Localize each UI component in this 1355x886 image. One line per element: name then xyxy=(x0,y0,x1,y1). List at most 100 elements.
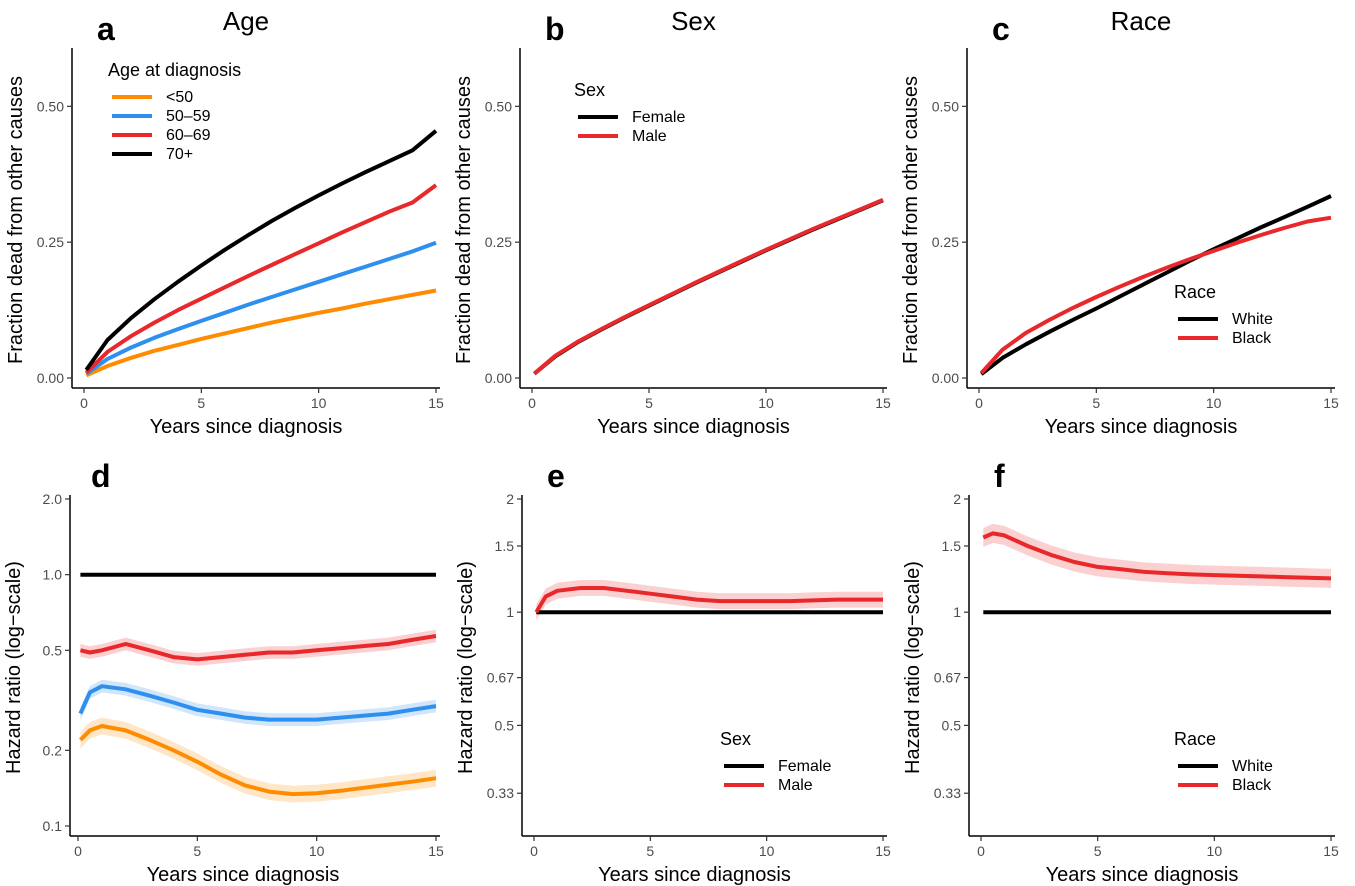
y-tick-label: 2.0 xyxy=(43,491,63,507)
legend-label: Female xyxy=(778,758,831,775)
y-tick-label: 1.5 xyxy=(495,538,515,554)
legend-title: Age at diagnosis xyxy=(108,60,241,80)
x-axis-title: Years since diagnosis xyxy=(1045,416,1238,438)
x-tick-label: 0 xyxy=(975,395,983,411)
x-tick-label: 15 xyxy=(1323,395,1339,411)
x-axis-title: Years since diagnosis xyxy=(598,864,791,886)
legend-label: Male xyxy=(778,777,813,794)
y-axis-title: Hazard ratio (log−scale) xyxy=(902,561,924,774)
x-tick-label: 15 xyxy=(428,843,444,859)
panel-letter: e xyxy=(547,458,565,494)
y-tick-label: 0.25 xyxy=(932,234,959,250)
y-tick-label: 0.33 xyxy=(934,785,961,801)
panel-c: c Race 0.00 0.25 0.50 0 5 10 15 Years since diagn… xyxy=(900,6,1339,438)
x-tick-label: 5 xyxy=(1092,395,1100,411)
y-tick-label: 0.1 xyxy=(43,818,63,834)
y-axis-title: Fraction dead from other causes xyxy=(900,76,922,364)
x-tick-label: 15 xyxy=(428,395,444,411)
x-tick-label: 10 xyxy=(758,395,774,411)
panel-e: e 0.33 0.5 0.67 1 1.5 2 0 5 10 15 Years since diagn… xyxy=(455,458,891,886)
y-axis-title: Hazard ratio (log−scale) xyxy=(455,561,477,774)
x-axis-title: Years since diagnosis xyxy=(1046,864,1239,886)
series-line xyxy=(980,194,1332,376)
panel-letter: a xyxy=(97,11,115,47)
panel-letter: c xyxy=(992,11,1010,47)
legend: Sex Female Male xyxy=(720,729,831,794)
y-tick-label: 0.50 xyxy=(485,98,512,114)
legend-title: Race xyxy=(1174,729,1216,749)
y-tick-label: 0.25 xyxy=(485,234,512,250)
y-axis-title: Hazard ratio (log−scale) xyxy=(3,561,25,774)
y-tick-label: 2 xyxy=(953,491,961,507)
series-line xyxy=(78,684,437,722)
y-tick-label: 0.00 xyxy=(485,370,512,386)
y-tick-label: 0.50 xyxy=(932,98,959,114)
legend-label: Female xyxy=(632,109,685,126)
x-tick-label: 10 xyxy=(759,843,775,859)
x-tick-label: 0 xyxy=(977,843,985,859)
y-tick-label: 0.50 xyxy=(37,98,64,114)
y-tick-label: 0.67 xyxy=(934,670,961,686)
x-tick-label: 15 xyxy=(875,395,891,411)
legend-label: Black xyxy=(1232,330,1272,347)
series-line xyxy=(85,288,437,378)
legend-title: Sex xyxy=(720,729,751,749)
panel-f: f 0.33 0.5 0.67 1 1.5 2 0 5 10 15 Years since diagn… xyxy=(902,458,1339,886)
legend: Sex Female Male xyxy=(574,80,685,145)
y-tick-label: 0.25 xyxy=(37,234,64,250)
y-axis-title: Fraction dead from other causes xyxy=(453,76,475,364)
series-line xyxy=(534,586,883,614)
panel-title: Race xyxy=(1111,6,1172,36)
panel-letter: f xyxy=(994,458,1005,494)
x-axis-title: Years since diagnosis xyxy=(147,864,340,886)
y-tick-label: 2 xyxy=(506,491,514,507)
y-axis-title: Fraction dead from other causes xyxy=(5,76,27,364)
x-tick-label: 10 xyxy=(1207,843,1223,859)
panel-letter: b xyxy=(545,11,565,47)
panel-title: Age xyxy=(223,6,269,36)
legend: Race White Black xyxy=(1174,282,1273,347)
y-tick-label: 1 xyxy=(953,604,961,620)
series-line xyxy=(979,215,1332,375)
x-tick-label: 10 xyxy=(1206,395,1222,411)
legend-label: 60–69 xyxy=(166,127,211,144)
legend: Race White Black xyxy=(1174,729,1273,794)
y-tick-label: 0.33 xyxy=(487,785,514,801)
x-axis-title: Years since diagnosis xyxy=(597,416,790,438)
y-tick-label: 1 xyxy=(506,604,514,620)
confidence-band xyxy=(80,717,437,803)
legend-label: Black xyxy=(1232,777,1272,794)
x-tick-label: 10 xyxy=(311,395,327,411)
x-tick-label: 5 xyxy=(646,843,654,859)
panel-letter: d xyxy=(91,458,111,494)
confidence-band xyxy=(983,523,1331,588)
panel-b: b Sex 0.00 0.25 0.50 0 5 10 15 Years since diagno… xyxy=(453,6,891,438)
y-tick-label: 0.00 xyxy=(37,370,64,386)
legend-label: Male xyxy=(632,128,667,145)
y-tick-label: 0.5 xyxy=(495,717,515,733)
legend-label: White xyxy=(1232,758,1273,775)
y-tick-label: 0.5 xyxy=(43,642,63,658)
series-line xyxy=(982,531,1332,581)
legend: Age at diagnosis <50 50–59 60–69 70+ xyxy=(108,60,241,163)
x-tick-label: 5 xyxy=(197,395,205,411)
y-tick-label: 1.0 xyxy=(43,567,63,583)
x-tick-label: 10 xyxy=(309,843,325,859)
legend-label: White xyxy=(1232,311,1273,328)
y-tick-label: 0.67 xyxy=(487,670,514,686)
legend-label: 50–59 xyxy=(166,108,211,125)
x-tick-label: 5 xyxy=(1094,843,1102,859)
x-axis-title: Years since diagnosis xyxy=(150,416,343,438)
series-line xyxy=(533,197,884,376)
series-line xyxy=(78,724,437,797)
series-line xyxy=(85,240,437,376)
y-tick-label: 0.5 xyxy=(942,717,962,733)
panel-d: d 0.1 0.2 0.5 1.0 2.0 0 5 10 15 Years since diagno… xyxy=(3,458,444,886)
series-line xyxy=(533,198,884,376)
confidence-band xyxy=(80,679,437,726)
x-tick-label: 0 xyxy=(528,395,536,411)
legend-label: 70+ xyxy=(166,146,193,163)
y-tick-label: 0.00 xyxy=(932,370,959,386)
x-tick-label: 5 xyxy=(193,843,201,859)
